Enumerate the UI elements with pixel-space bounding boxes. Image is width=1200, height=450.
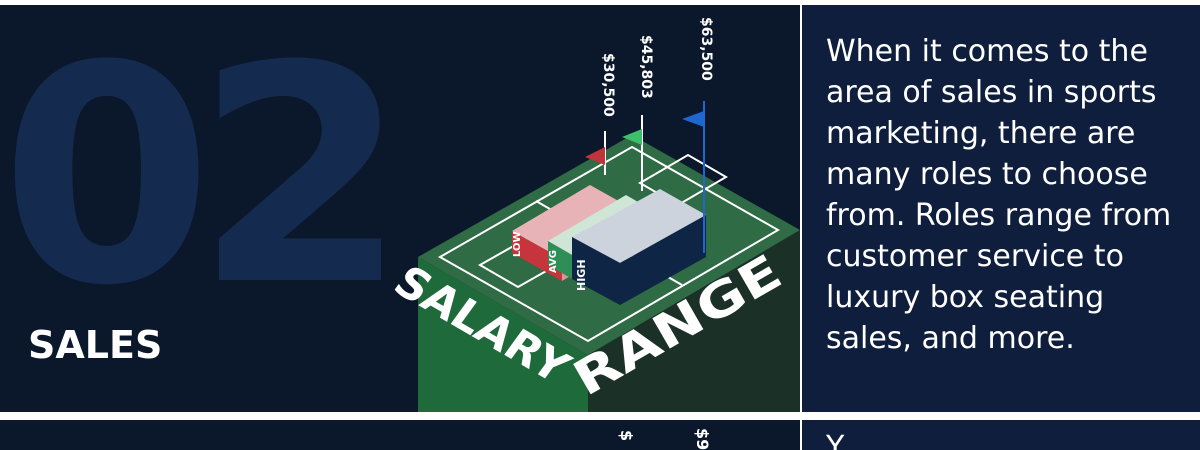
salary-label-avg: $45,803 <box>638 35 654 99</box>
section-divider <box>0 412 1200 420</box>
infographic-panel: 02 SALES LOW AVG HIGH <box>0 5 800 412</box>
bar-high-text: HIGH <box>575 259 588 291</box>
field-boundary <box>437 145 781 343</box>
next-section-graphic-panel: $ $9 <box>0 420 800 450</box>
next-section-text: Y <box>826 430 845 450</box>
next-section-text-panel: Y <box>802 420 1200 450</box>
flag-high <box>682 111 704 127</box>
section-title: SALES <box>28 323 163 367</box>
section-number: 02 <box>0 5 407 351</box>
salary-range-graphic: LOW AVG HIGH $30,500 $45,803 $63,500 SAL… <box>384 17 800 412</box>
block-left-side <box>418 257 588 412</box>
next-salary-label-1: $ <box>617 430 636 442</box>
salary-label-low: $30,500 <box>600 53 616 117</box>
bar-low-text: LOW <box>512 231 523 257</box>
next-salary-label-2: $9 <box>693 428 712 450</box>
description-panel: When it comes to the area of sales in sp… <box>802 5 1200 412</box>
salary-label-high: $63,500 <box>698 17 714 81</box>
top-border <box>0 0 1200 5</box>
block-right-side <box>588 230 800 412</box>
flag-avg <box>622 129 642 145</box>
section-description: When it comes to the area of sales in sp… <box>826 34 1172 356</box>
flag-low <box>585 147 605 165</box>
bar-high <box>572 189 706 305</box>
bar-avg-text: AVG <box>548 250 559 273</box>
